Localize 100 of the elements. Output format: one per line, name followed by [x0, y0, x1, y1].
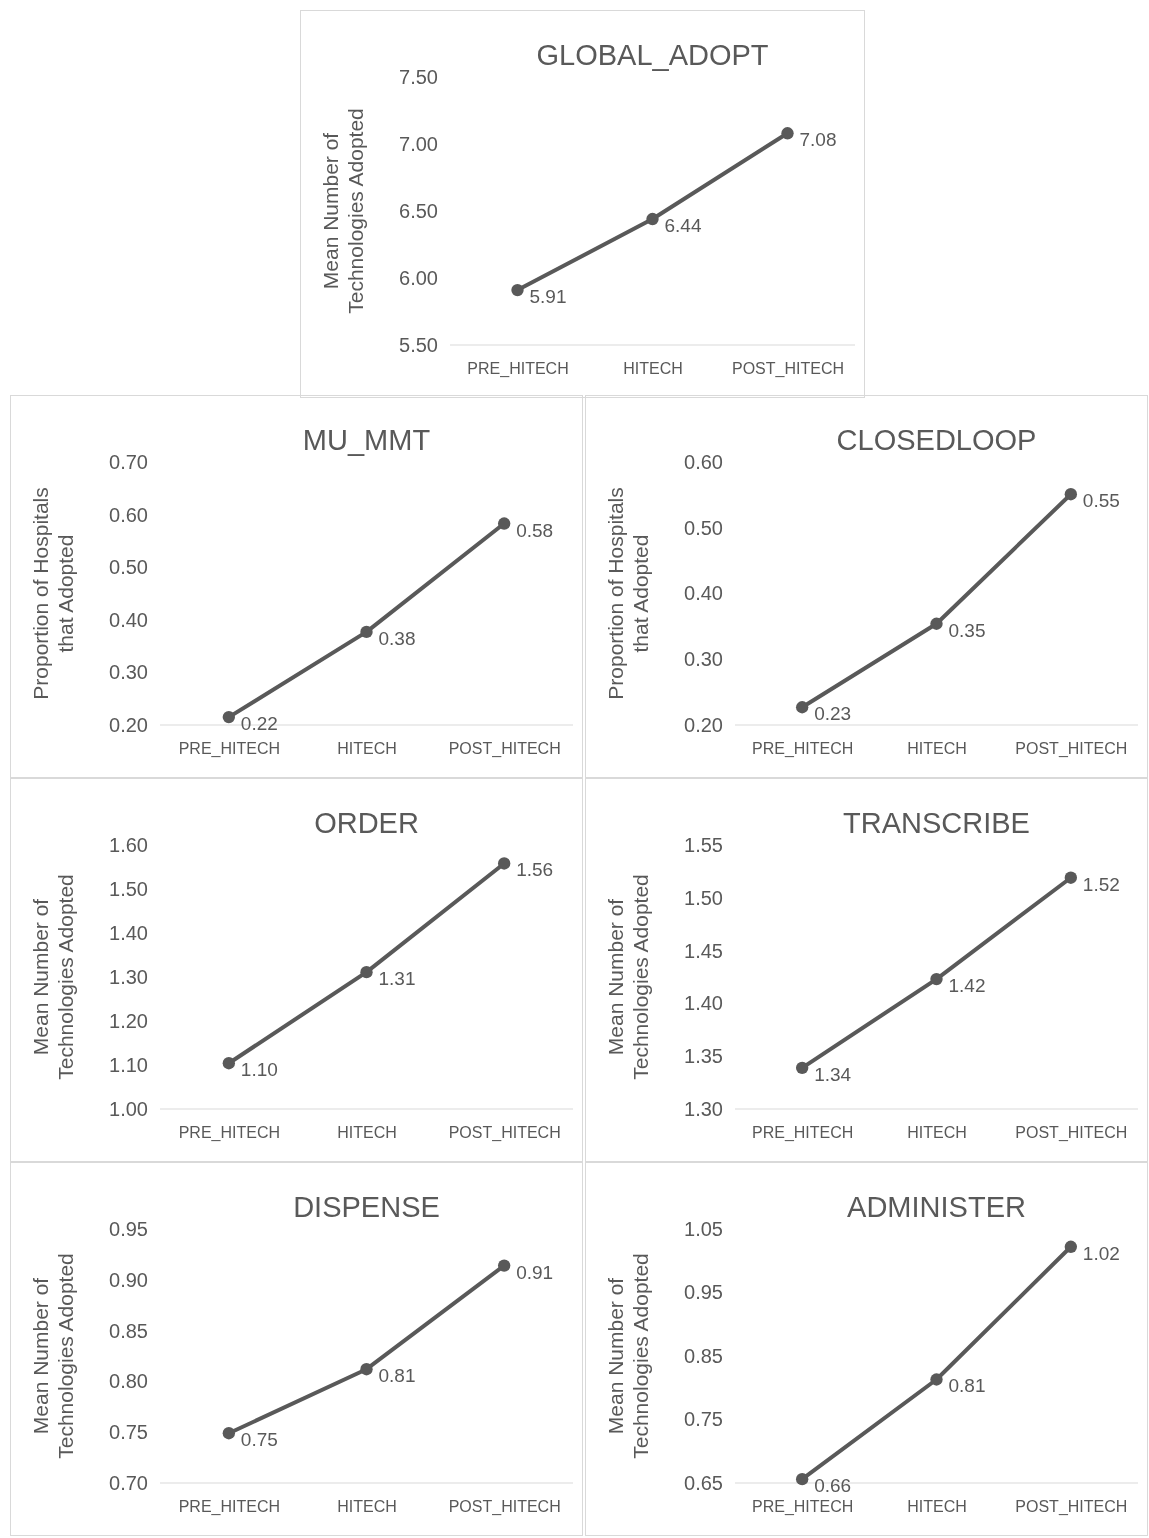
- y-tick-label: 0.70: [109, 1471, 148, 1494]
- x-tick-label: PRE_HITECH: [178, 1124, 281, 1143]
- x-tick-label: HITECH: [337, 740, 397, 758]
- y-tick-label: 0.40: [109, 608, 148, 631]
- y-tick-label: 0.75: [684, 1408, 723, 1431]
- data-label: 1.34: [814, 1063, 852, 1085]
- y-tick-label: 0.75: [109, 1421, 148, 1444]
- y-tick-label: 1.40: [109, 921, 148, 944]
- x-tick-label: POST_HITECH: [1015, 740, 1128, 759]
- y-tick-label: 0.95: [109, 1217, 148, 1240]
- data-label: 1.31: [378, 968, 416, 990]
- chart-title: ADMINISTER: [847, 1191, 1026, 1223]
- x-tick-label: POST_HITECH: [1015, 1124, 1128, 1143]
- x-tick-label: HITECH: [907, 1498, 967, 1516]
- y-tick-label: 1.30: [684, 1097, 723, 1120]
- chart-title: TRANSCRIBE: [843, 807, 1030, 839]
- point: [360, 965, 373, 979]
- y-tick-label: 1.35: [684, 1045, 723, 1068]
- data-label: 0.38: [378, 627, 416, 649]
- y-tick-label: 0.70: [109, 450, 148, 473]
- x-tick-label: HITECH: [907, 1124, 967, 1142]
- y-tick-label: 0.80: [109, 1370, 148, 1393]
- point: [497, 857, 511, 870]
- point: [360, 1363, 373, 1376]
- y-axis-title: Mean Number of Technologies Adopted: [319, 108, 367, 314]
- y-tick-label: 1.55: [684, 833, 723, 856]
- data-label: 1.52: [1082, 873, 1120, 895]
- x-tick-label: POST_HITECH: [448, 1124, 561, 1143]
- point: [222, 1057, 236, 1070]
- point: [930, 1373, 943, 1386]
- chart-title: ORDER: [314, 807, 419, 839]
- y-tick-label: 6.50: [399, 199, 438, 222]
- data-label: 7.08: [799, 129, 837, 151]
- y-tick-label: 0.95: [684, 1281, 723, 1304]
- y-tick-label: 0.65: [684, 1471, 723, 1494]
- x-tick-label: PRE_HITECH: [178, 740, 281, 759]
- data-label: 0.66: [814, 1475, 852, 1497]
- point: [222, 710, 236, 724]
- data-label: 0.35: [948, 619, 986, 641]
- point: [222, 1427, 236, 1440]
- point: [795, 1061, 809, 1074]
- data-label: 0.81: [948, 1375, 986, 1397]
- data-label: 6.44: [664, 215, 702, 237]
- y-tick-label: 0.60: [109, 503, 148, 526]
- point: [497, 1259, 511, 1272]
- point: [646, 212, 659, 226]
- x-tick-label: POST_HITECH: [448, 740, 561, 759]
- point: [511, 283, 524, 297]
- y-axis-title: Mean Number of Technologies Adopted: [29, 1253, 77, 1459]
- y-tick-label: 1.00: [109, 1097, 148, 1120]
- y-axis-title: Mean Number of Technologies Adopted: [29, 874, 77, 1080]
- point: [795, 1473, 809, 1486]
- x-tick-label: PRE_HITECH: [751, 740, 854, 759]
- y-tick-label: 0.90: [109, 1268, 148, 1291]
- point: [781, 127, 794, 140]
- x-tick-label: HITECH: [337, 1498, 397, 1516]
- y-tick-label: 0.50: [684, 516, 723, 539]
- y-tick-label: 5.50: [399, 333, 438, 356]
- y-tick-label: 0.20: [109, 713, 148, 736]
- y-tick-label: 1.05: [684, 1217, 723, 1240]
- y-axis-title: Proportion of Hospitals that Adopted: [29, 487, 77, 700]
- point: [1064, 1240, 1078, 1253]
- point: [1064, 488, 1078, 501]
- point: [1064, 871, 1078, 884]
- y-axis-title: Mean Number of Technologies Adopted: [604, 1253, 652, 1459]
- point: [930, 972, 943, 986]
- data-label: 5.91: [529, 286, 567, 308]
- point: [497, 517, 511, 530]
- chart-title: GLOBAL_ADOPT: [536, 39, 769, 71]
- x-tick-label: PRE_HITECH: [467, 360, 569, 379]
- y-tick-label: 1.20: [109, 1009, 148, 1032]
- data-label: 1.42: [948, 975, 986, 997]
- data-label: 1.56: [516, 859, 554, 881]
- x-tick-label: HITECH: [337, 1124, 397, 1142]
- y-tick-label: 1.10: [109, 1053, 148, 1076]
- data-label: 0.58: [516, 519, 554, 541]
- chart-title: DISPENSE: [293, 1191, 440, 1223]
- y-tick-label: 7.50: [399, 65, 438, 88]
- data-label: 0.81: [378, 1365, 416, 1387]
- y-tick-label: 0.40: [684, 582, 723, 605]
- x-tick-label: PRE_HITECH: [751, 1124, 854, 1143]
- y-tick-label: 1.45: [684, 939, 723, 962]
- y-tick-label: 1.50: [684, 886, 723, 909]
- x-tick-label: HITECH: [907, 740, 967, 758]
- x-tick-label: POST_HITECH: [448, 1498, 561, 1517]
- y-tick-label: 7.00: [399, 132, 438, 155]
- y-tick-label: 0.85: [109, 1319, 148, 1342]
- x-tick-label: POST_HITECH: [731, 360, 845, 379]
- y-tick-label: 1.50: [109, 877, 148, 900]
- y-tick-label: 0.30: [109, 661, 148, 684]
- y-tick-label: 0.50: [109, 556, 148, 579]
- x-tick-label: POST_HITECH: [1015, 1498, 1128, 1517]
- x-tick-label: HITECH: [623, 360, 683, 378]
- point: [930, 617, 943, 630]
- data-label: 1.02: [1082, 1242, 1120, 1264]
- y-tick-label: 1.30: [109, 965, 148, 988]
- x-tick-label: PRE_HITECH: [178, 1498, 281, 1517]
- y-tick-label: 0.30: [684, 648, 723, 671]
- data-label: 0.55: [1082, 490, 1120, 512]
- y-tick-label: 1.40: [684, 992, 723, 1015]
